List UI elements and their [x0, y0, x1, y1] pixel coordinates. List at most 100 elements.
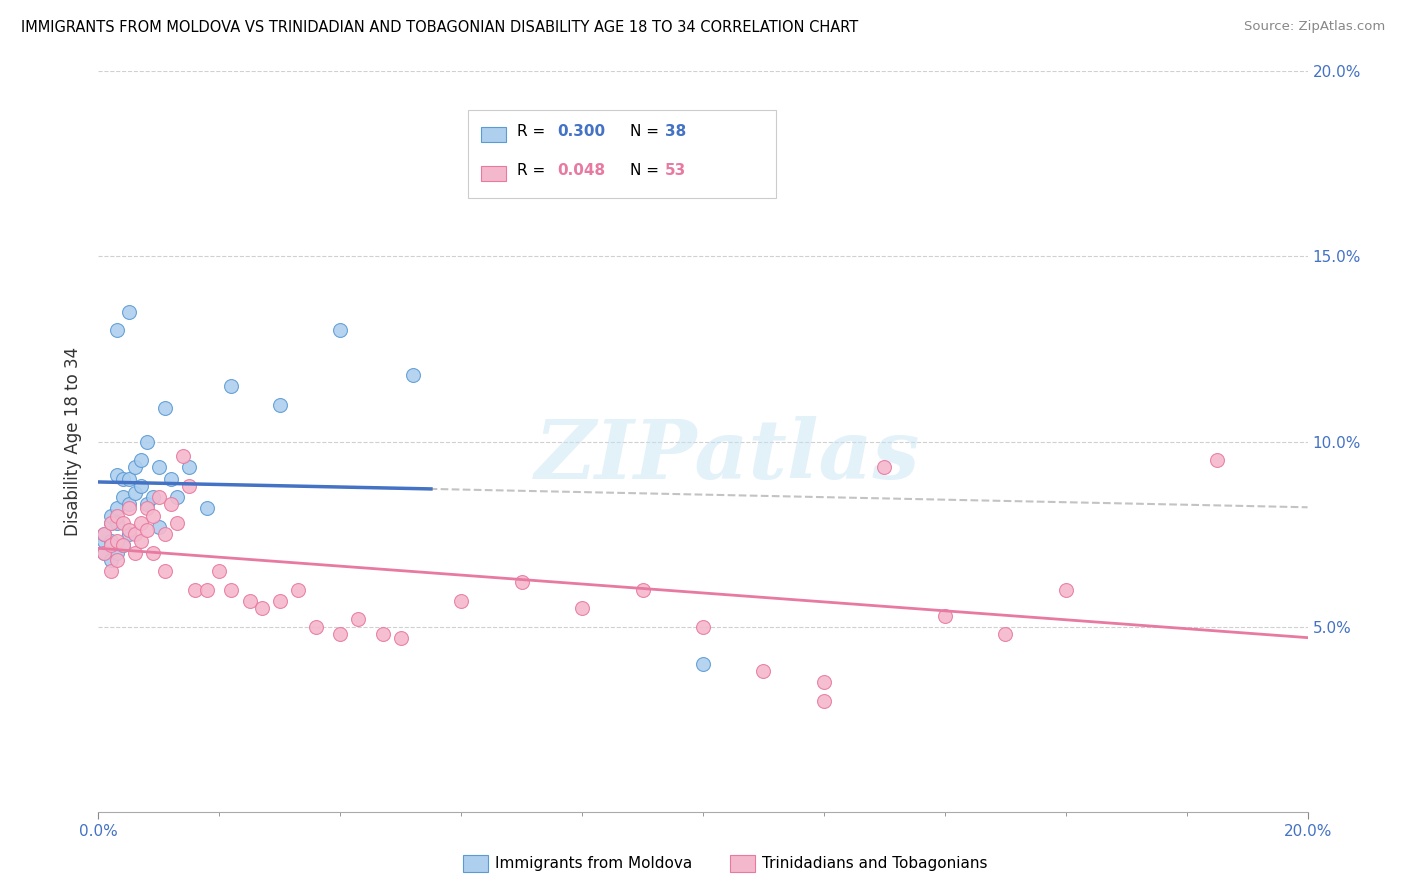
Point [148, 519, 170, 533]
Point [153, 401, 176, 416]
Point [305, 619, 328, 633]
Point [813, 675, 835, 690]
Point [450, 593, 472, 607]
Point [692, 657, 714, 671]
Point [100, 534, 122, 549]
Text: IMMIGRANTS FROM MOLDOVA VS TRINIDADIAN AND TOBAGONIAN DISABILITY AGE 18 TO 34 CO: IMMIGRANTS FROM MOLDOVA VS TRINIDADIAN A… [21, 20, 858, 35]
Point [371, 627, 394, 641]
Point [100, 516, 122, 530]
Point [142, 545, 165, 560]
Text: N =: N = [630, 163, 664, 178]
Point [347, 612, 370, 626]
Point [160, 472, 183, 486]
Point [111, 538, 134, 552]
Point [184, 582, 207, 597]
Point [160, 498, 183, 512]
Point [195, 501, 218, 516]
Point [172, 450, 194, 464]
Point [118, 305, 141, 319]
Point [105, 516, 128, 530]
Point [142, 508, 165, 523]
Point [153, 527, 176, 541]
Point [124, 486, 146, 500]
Point [93, 527, 115, 541]
Point [111, 472, 134, 486]
Point [135, 498, 157, 512]
Point [93, 545, 115, 560]
Text: 38: 38 [665, 124, 686, 138]
Point [813, 694, 835, 708]
Point [100, 516, 122, 530]
Point [105, 508, 128, 523]
Point [100, 538, 122, 552]
Point [93, 527, 115, 541]
Point [329, 627, 352, 641]
Point [100, 564, 122, 578]
Point [135, 501, 157, 516]
Text: Trinidadians and Tobagonians: Trinidadians and Tobagonians [762, 856, 987, 871]
Point [124, 460, 146, 475]
Point [148, 460, 170, 475]
Point [135, 524, 157, 538]
Point [124, 527, 146, 541]
Point [135, 434, 157, 449]
Point [221, 582, 243, 597]
Point [571, 601, 593, 615]
Point [129, 516, 152, 530]
Point [129, 453, 152, 467]
Text: 0.048: 0.048 [557, 163, 605, 178]
Point [631, 582, 654, 597]
Text: R =: R = [517, 124, 551, 138]
Point [510, 575, 533, 590]
Point [105, 467, 128, 482]
Text: ZIPatlas: ZIPatlas [534, 417, 920, 496]
Point [195, 582, 218, 597]
Point [994, 627, 1017, 641]
Point [129, 479, 152, 493]
Point [111, 490, 134, 504]
Point [873, 460, 896, 475]
Point [208, 564, 231, 578]
Point [166, 516, 188, 530]
Point [93, 545, 115, 560]
Point [752, 664, 775, 678]
Point [105, 545, 128, 560]
Point [239, 593, 262, 607]
Point [118, 501, 141, 516]
Point [105, 501, 128, 516]
Y-axis label: Disability Age 18 to 34: Disability Age 18 to 34 [65, 347, 83, 536]
Point [329, 324, 352, 338]
Point [124, 545, 146, 560]
Text: 0.300: 0.300 [557, 124, 605, 138]
Point [287, 582, 309, 597]
Point [118, 498, 141, 512]
Point [118, 472, 141, 486]
Point [389, 631, 412, 645]
Point [166, 490, 188, 504]
Point [105, 534, 128, 549]
Point [118, 527, 141, 541]
Point [105, 553, 128, 567]
Point [100, 508, 122, 523]
Text: Source: ZipAtlas.com: Source: ZipAtlas.com [1244, 20, 1385, 33]
Point [100, 553, 122, 567]
Point [1206, 453, 1229, 467]
Text: N =: N = [630, 124, 664, 138]
Text: R =: R = [517, 163, 551, 178]
Point [148, 490, 170, 504]
Point [111, 516, 134, 530]
Point [93, 534, 115, 549]
Point [142, 490, 165, 504]
Point [111, 538, 134, 552]
Point [269, 593, 291, 607]
Point [153, 564, 176, 578]
Point [221, 379, 243, 393]
Point [692, 619, 714, 633]
Point [402, 368, 425, 382]
Point [1054, 582, 1077, 597]
Point [269, 398, 291, 412]
Point [934, 608, 956, 623]
Point [118, 524, 141, 538]
Text: 53: 53 [665, 163, 686, 178]
Text: Immigrants from Moldova: Immigrants from Moldova [495, 856, 692, 871]
